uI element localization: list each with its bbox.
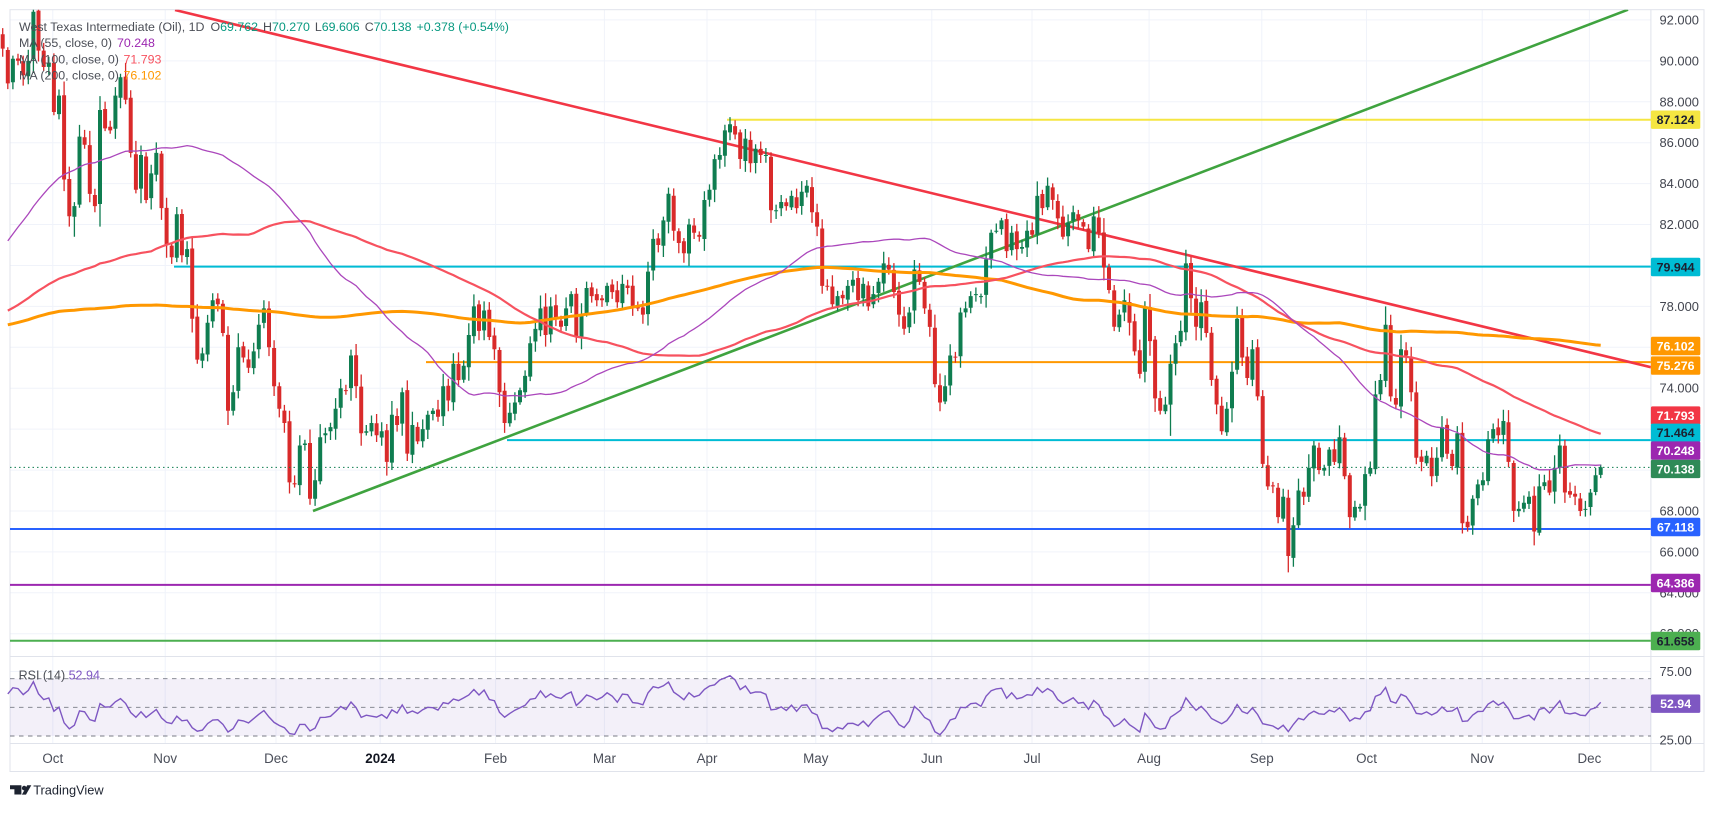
svg-text:Aug: Aug — [1137, 751, 1161, 766]
svg-text:RSI (14) 52.94: RSI (14) 52.94 — [19, 669, 100, 683]
svg-text:78.000: 78.000 — [1660, 299, 1699, 314]
svg-text:Jun: Jun — [921, 751, 943, 766]
svg-text:67.118: 67.118 — [1657, 520, 1694, 534]
svg-text:52.94: 52.94 — [1660, 697, 1691, 711]
svg-text:71.793: 71.793 — [1657, 409, 1695, 423]
svg-text:74.000: 74.000 — [1660, 381, 1699, 396]
svg-text:Dec: Dec — [264, 751, 288, 766]
svg-text:88.000: 88.000 — [1660, 94, 1699, 109]
svg-text:92.000: 92.000 — [1660, 12, 1699, 27]
svg-text:79.944: 79.944 — [1657, 260, 1695, 274]
svg-text:Nov: Nov — [153, 751, 177, 766]
svg-text:MA (200, close, 0)76.102: MA (200, close, 0) 76.102 — [19, 69, 162, 83]
svg-text:90.000: 90.000 — [1660, 53, 1699, 68]
svg-text:84.000: 84.000 — [1660, 176, 1699, 191]
svg-text:Feb: Feb — [484, 751, 507, 766]
svg-text:2024: 2024 — [365, 751, 395, 766]
svg-text:66.000: 66.000 — [1660, 544, 1699, 559]
svg-text:68.000: 68.000 — [1660, 504, 1699, 519]
svg-text:West Texas Intermediate (Oil),: West Texas Intermediate (Oil), 1D O69.762… — [19, 20, 509, 34]
svg-text:70.138: 70.138 — [1657, 462, 1695, 476]
svg-text:87.124: 87.124 — [1657, 113, 1695, 127]
svg-text:64.386: 64.386 — [1657, 576, 1695, 590]
svg-text:Oct: Oct — [42, 751, 63, 766]
svg-text:Sep: Sep — [1250, 751, 1274, 766]
svg-text:MA (55, close, 0)70.248: MA (55, close, 0) 70.248 — [19, 36, 155, 50]
svg-text:70.248: 70.248 — [1657, 444, 1695, 458]
svg-text:61.658: 61.658 — [1657, 634, 1695, 648]
svg-text:Nov: Nov — [1470, 751, 1494, 766]
svg-text:TradingView: TradingView — [33, 783, 104, 798]
svg-text:76.102: 76.102 — [1657, 339, 1695, 353]
svg-text:86.000: 86.000 — [1660, 135, 1699, 150]
svg-text:75.276: 75.276 — [1657, 359, 1695, 373]
svg-text:82.000: 82.000 — [1660, 217, 1699, 232]
svg-text:Apr: Apr — [697, 751, 718, 766]
svg-text:71.464: 71.464 — [1657, 426, 1695, 440]
svg-text:Oct: Oct — [1356, 751, 1377, 766]
svg-text:MA (100, close, 0)71.793: MA (100, close, 0) 71.793 — [19, 52, 162, 66]
svg-text:Dec: Dec — [1577, 751, 1601, 766]
svg-text:75.00: 75.00 — [1660, 664, 1692, 679]
svg-text:25.00: 25.00 — [1660, 733, 1692, 748]
svg-text:Jul: Jul — [1023, 751, 1040, 766]
svg-text:Mar: Mar — [593, 751, 617, 766]
svg-text:May: May — [803, 751, 829, 766]
